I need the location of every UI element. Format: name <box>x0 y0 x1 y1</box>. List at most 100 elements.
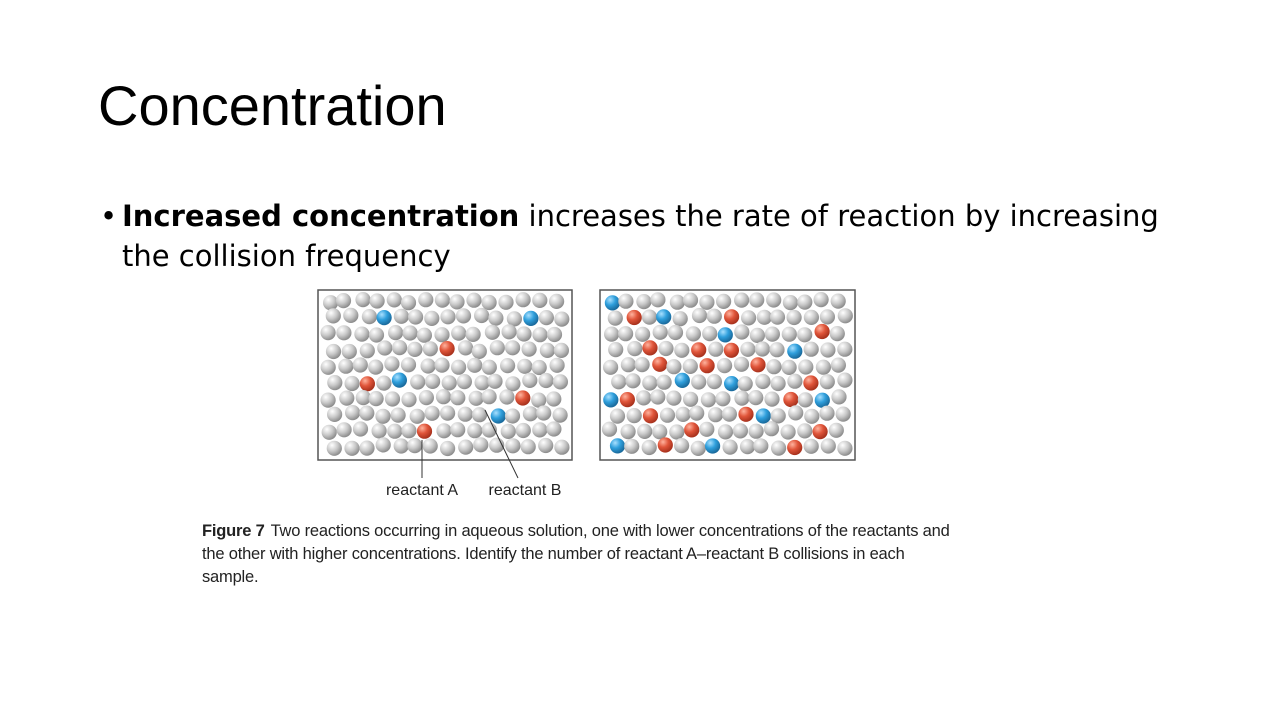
solvent-particle <box>515 292 531 308</box>
solvent-particle <box>371 423 387 439</box>
solvent-particle <box>674 438 690 454</box>
solvent-particle <box>674 342 690 358</box>
solvent-particle <box>749 292 765 308</box>
solvent-particle <box>748 423 764 439</box>
solvent-particle <box>637 423 653 439</box>
solvent-particle <box>384 391 401 407</box>
solvent-particle <box>786 309 802 326</box>
solvent-particle <box>780 424 796 440</box>
solvent-particle <box>434 357 450 373</box>
solvent-particle <box>434 292 450 308</box>
solvent-particle <box>620 424 636 440</box>
solvent-particle <box>377 340 393 356</box>
solvent-particle <box>538 437 554 454</box>
reactant-a-particle <box>416 423 433 439</box>
solvent-particle <box>410 374 426 390</box>
solvent-particle <box>488 310 504 326</box>
solvent-particle <box>323 295 339 311</box>
solvent-particle <box>820 438 836 454</box>
solvent-particle <box>717 424 734 440</box>
solvent-particle <box>732 423 749 439</box>
solvent-particle <box>457 406 473 422</box>
reactant-b-label: reactant B <box>489 482 562 499</box>
solvent-particle <box>354 326 370 342</box>
reactant-a-particle <box>812 424 828 440</box>
solvent-particle <box>618 326 634 342</box>
solvent-particle <box>769 342 785 358</box>
solvent-particle <box>797 392 814 408</box>
solvent-particle <box>603 359 619 375</box>
solvent-particle <box>355 292 371 308</box>
solvent-particle <box>803 309 820 325</box>
solvent-particle <box>830 293 846 309</box>
solvent-particle <box>722 439 738 455</box>
solvent-particle <box>609 408 626 424</box>
solvent-particle <box>741 310 757 326</box>
solvent-particle <box>449 294 465 310</box>
solvent-particle <box>392 340 408 356</box>
solvent-particle <box>835 406 851 422</box>
solvent-particle <box>552 374 569 390</box>
solvent-particle <box>650 292 666 308</box>
solvent-particle <box>733 356 750 372</box>
solvent-particle <box>652 324 668 340</box>
solvent-particle <box>607 310 623 326</box>
reactant-b-particle <box>705 438 721 454</box>
solvent-particle <box>361 309 377 325</box>
solvent-particle <box>837 372 853 388</box>
solvent-particle <box>440 440 456 457</box>
solvent-particle <box>604 326 620 342</box>
solvent-particle <box>355 390 371 406</box>
solvent-particle <box>504 408 521 424</box>
solvent-particle <box>685 326 702 342</box>
solvent-particle <box>770 375 786 392</box>
solvent-particle <box>532 292 548 308</box>
solvent-particle <box>368 359 384 375</box>
reactant-b-particle <box>603 392 619 408</box>
solvent-particle <box>601 421 618 437</box>
solvent-particle <box>690 440 706 456</box>
solvent-particle <box>451 325 467 341</box>
solvent-particle <box>440 405 456 421</box>
solvent-particle <box>344 440 360 456</box>
solvent-particle <box>689 405 705 421</box>
solvent-particle <box>481 389 497 405</box>
reactant-a-particle <box>723 342 740 358</box>
solvent-particle <box>717 358 733 374</box>
reactant-b-particle <box>523 310 539 326</box>
figure-caption: Figure 7 Two reactions occurring in aqueo… <box>202 520 962 589</box>
solvent-particle <box>659 407 676 423</box>
solvent-particle <box>435 389 452 405</box>
solvent-particle <box>766 359 782 375</box>
solvent-particle <box>683 391 699 407</box>
solvent-particle <box>830 357 847 373</box>
solvent-particle <box>764 326 781 342</box>
solvent-particle <box>352 421 369 437</box>
solvent-particle <box>552 407 568 423</box>
solvent-particle <box>734 292 750 308</box>
solvent-particle <box>368 327 385 343</box>
solvent-particle <box>522 372 538 388</box>
solvent-particle <box>682 292 699 308</box>
solvent-particle <box>787 373 803 389</box>
solvent-particle <box>734 390 750 406</box>
solvent-particle <box>474 375 490 391</box>
solvent-particle <box>636 390 652 406</box>
solvent-particle <box>771 440 787 456</box>
solvent-particle <box>501 324 517 340</box>
reactant-a-particle <box>642 408 659 424</box>
solvent-particle <box>473 437 489 453</box>
solvent-particle <box>553 342 570 358</box>
solvent-particle <box>618 293 634 309</box>
low-concentration-particles <box>320 292 570 457</box>
solvent-particle <box>498 294 514 310</box>
solvent-particle <box>504 340 521 356</box>
solvent-particle <box>691 374 707 390</box>
solvent-particle <box>418 390 434 406</box>
solvent-particle <box>409 408 425 424</box>
solvent-particle <box>699 294 715 310</box>
solvent-particle <box>797 423 813 439</box>
solvent-particle <box>829 326 845 342</box>
solvent-particle <box>515 422 531 439</box>
reactant-a-particle <box>783 391 799 408</box>
